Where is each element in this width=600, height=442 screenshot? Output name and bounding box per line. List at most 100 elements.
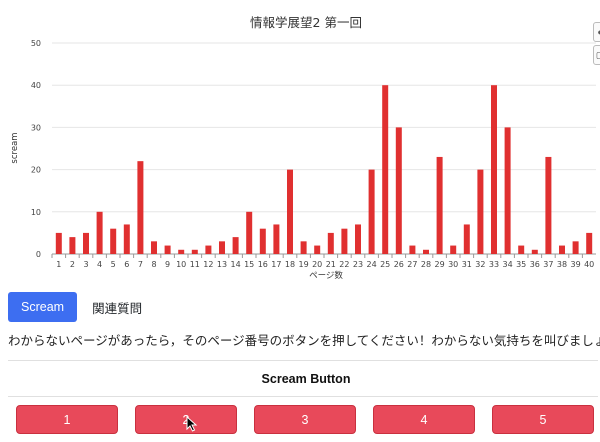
- mouse-cursor-icon: [186, 416, 198, 432]
- bar-page-25[interactable]: [382, 85, 389, 254]
- x-tick-label: 22: [339, 260, 349, 269]
- x-tick-label: 25: [380, 260, 390, 269]
- bar-page-18[interactable]: [287, 169, 293, 254]
- bar-page-30[interactable]: [450, 245, 457, 254]
- x-tick-label: 11: [190, 260, 200, 269]
- x-axis-label: ページ数: [309, 270, 343, 281]
- x-tick-label: 40: [584, 260, 594, 269]
- bar-page-16[interactable]: [259, 228, 266, 254]
- x-tick-label: 31: [462, 260, 472, 269]
- x-tick-label: 14: [231, 260, 241, 269]
- x-tick-label: 35: [516, 260, 526, 269]
- x-tick-label: 21: [326, 260, 336, 269]
- expand-icon[interactable]: ▢: [593, 45, 600, 65]
- bar-page-10[interactable]: [178, 249, 185, 254]
- y-tick-label: 40: [31, 81, 41, 90]
- x-tick-label: 6: [124, 260, 129, 269]
- chart-toolbar: ◐ ▢: [593, 22, 600, 68]
- bar-page-40[interactable]: [586, 232, 593, 254]
- x-tick-label: 29: [435, 260, 445, 269]
- x-tick-label: 38: [557, 260, 567, 269]
- bar-page-2[interactable]: [69, 237, 76, 254]
- menu-icon[interactable]: ◐: [593, 22, 600, 42]
- x-tick-label: 13: [217, 260, 227, 269]
- bar-page-17[interactable]: [273, 224, 280, 254]
- x-tick-label: 32: [475, 260, 485, 269]
- header-divider: [8, 396, 598, 397]
- bar-page-21[interactable]: [327, 232, 334, 254]
- bar-page-15[interactable]: [246, 211, 253, 254]
- x-tick-label: 9: [165, 260, 170, 269]
- bar-page-31[interactable]: [463, 224, 470, 254]
- section-divider: [8, 360, 598, 361]
- x-tick-label: 27: [407, 260, 417, 269]
- bar-page-38[interactable]: [559, 245, 565, 254]
- x-tick-label: 2: [70, 260, 75, 269]
- scream-button-1[interactable]: 1: [16, 405, 118, 434]
- bar-page-32[interactable]: [477, 169, 484, 254]
- bar-page-9[interactable]: [164, 245, 171, 254]
- bar-page-11[interactable]: [191, 249, 198, 254]
- instruction-text: わからないページがあったら，そのページ番号のボタンを押してください！わからない気…: [8, 334, 600, 348]
- bar-page-24[interactable]: [368, 169, 375, 254]
- scream-button-4[interactable]: 4: [373, 405, 475, 434]
- x-tick-label: 37: [543, 260, 553, 269]
- scream-button-3[interactable]: 3: [254, 405, 356, 434]
- bar-page-23[interactable]: [355, 224, 361, 254]
- x-tick-label: 39: [571, 260, 581, 269]
- tab-bar: Scream 関連質問: [8, 292, 157, 322]
- y-tick-label: 50: [31, 39, 41, 48]
- x-tick-label: 17: [271, 260, 281, 269]
- y-axis-label: scream: [10, 132, 20, 163]
- scream-button-5[interactable]: 5: [492, 405, 594, 434]
- x-tick-label: 8: [151, 260, 156, 269]
- x-tick-label: 33: [489, 260, 499, 269]
- y-tick-label: 0: [36, 250, 41, 259]
- bar-page-26[interactable]: [395, 127, 402, 254]
- bar-page-13[interactable]: [219, 241, 225, 254]
- bar-page-34[interactable]: [504, 127, 511, 254]
- x-tick-label: 28: [421, 260, 431, 269]
- bar-page-22[interactable]: [341, 228, 348, 254]
- x-tick-label: 10: [176, 260, 186, 269]
- x-tick-label: 12: [203, 260, 213, 269]
- bar-page-28[interactable]: [423, 249, 429, 254]
- x-tick-label: 7: [138, 260, 143, 269]
- bar-page-3[interactable]: [83, 232, 89, 254]
- x-tick-label: 18: [285, 260, 295, 269]
- y-tick-label: 30: [31, 123, 41, 132]
- tab-related-questions[interactable]: 関連質問: [92, 301, 143, 316]
- tab-scream[interactable]: Scream: [8, 292, 78, 322]
- bar-page-27[interactable]: [409, 245, 416, 254]
- bar-page-4[interactable]: [96, 211, 103, 254]
- x-tick-label: 30: [448, 260, 458, 269]
- bar-page-20[interactable]: [314, 245, 321, 254]
- bar-page-33[interactable]: [491, 85, 497, 254]
- bar-page-39[interactable]: [572, 241, 579, 254]
- bar-page-37[interactable]: [545, 156, 552, 254]
- x-tick-label: 4: [97, 260, 102, 269]
- y-tick-label: 10: [31, 208, 41, 217]
- bar-page-14[interactable]: [232, 237, 239, 254]
- chart-title: 情報学展望2 第一回: [250, 15, 362, 30]
- bar-page-29[interactable]: [436, 156, 443, 254]
- scream-button-header: Scream Button: [261, 372, 351, 386]
- bar-page-1[interactable]: [55, 232, 62, 254]
- x-tick-label: 20: [312, 260, 322, 269]
- bar-page-35[interactable]: [518, 245, 525, 254]
- x-tick-label: 16: [258, 260, 268, 269]
- bar-page-36[interactable]: [531, 249, 538, 254]
- bar-page-19[interactable]: [300, 241, 307, 254]
- bar-page-7[interactable]: [137, 161, 144, 254]
- bar-page-8[interactable]: [151, 241, 157, 254]
- x-tick-label: 1: [56, 260, 61, 269]
- bar-page-12[interactable]: [205, 245, 212, 254]
- bar-page-5[interactable]: [110, 228, 117, 254]
- x-tick-label: 19: [299, 260, 309, 269]
- y-tick-label: 20: [31, 166, 41, 175]
- scream-button-2[interactable]: 2: [135, 405, 237, 434]
- bar-page-6[interactable]: [123, 224, 130, 254]
- x-tick-label: 36: [530, 260, 540, 269]
- x-tick-label: 23: [353, 260, 363, 269]
